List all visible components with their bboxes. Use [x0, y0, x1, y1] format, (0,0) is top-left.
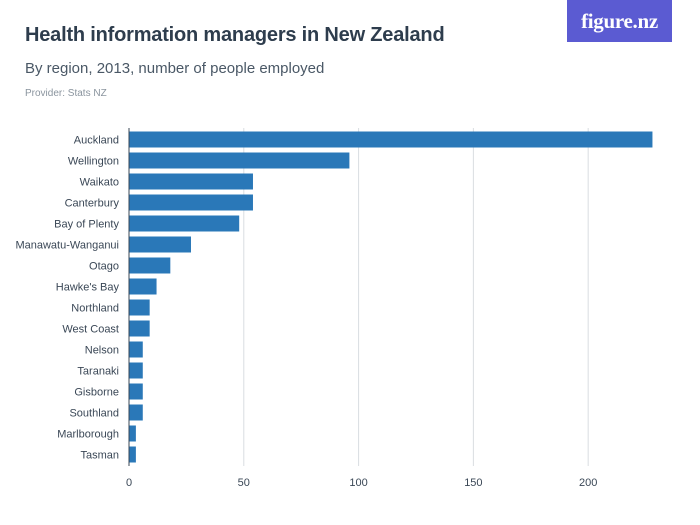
- category-label: Taranaki: [77, 366, 119, 378]
- data-provider: Provider: Stats NZ: [25, 88, 107, 99]
- category-labels: Auckland Wellington Waikato Canterbury Bay o…: [15, 135, 119, 462]
- grid-lines: [243, 128, 589, 466]
- bar[interactable]: [129, 299, 150, 316]
- bar[interactable]: [129, 446, 136, 463]
- bar[interactable]: [129, 362, 143, 379]
- x-tick-label: 50: [238, 477, 250, 489]
- bar[interactable]: [129, 404, 143, 421]
- category-label: Marlborough: [57, 429, 119, 441]
- x-tick-label: 100: [349, 477, 367, 489]
- x-tick-label: 0: [126, 477, 132, 489]
- category-label: West Coast: [62, 324, 119, 336]
- bar[interactable]: [129, 194, 253, 211]
- figure-nz-logo[interactable]: figure.nz: [567, 0, 672, 42]
- bars: [129, 131, 653, 463]
- bar[interactable]: [129, 320, 150, 337]
- category-label: Wellington: [68, 156, 119, 168]
- bar[interactable]: [129, 278, 157, 295]
- chart-subtitle: By region, 2013, number of people employ…: [25, 60, 325, 77]
- bar[interactable]: [129, 173, 253, 190]
- bar[interactable]: [129, 341, 143, 358]
- x-axis-ticks: 0 50 100 150 200: [126, 477, 597, 489]
- chart-title: Health information managers in New Zeala…: [25, 24, 445, 46]
- bar[interactable]: [129, 152, 350, 169]
- category-label: Tasman: [80, 450, 119, 462]
- category-label: Manawatu-Wanganui: [15, 240, 119, 252]
- category-label: Northland: [71, 303, 119, 315]
- bar[interactable]: [129, 215, 240, 232]
- category-label: Hawke's Bay: [56, 282, 120, 294]
- bar[interactable]: [129, 236, 191, 253]
- x-tick-label: 200: [579, 477, 597, 489]
- x-tick-label: 150: [464, 477, 482, 489]
- category-label: Waikato: [80, 177, 119, 189]
- bar[interactable]: [129, 383, 143, 400]
- bar[interactable]: [129, 257, 171, 274]
- category-label: Otago: [89, 261, 119, 273]
- category-label: Canterbury: [65, 198, 120, 210]
- category-label: Southland: [69, 408, 119, 420]
- category-label: Gisborne: [74, 387, 119, 399]
- category-label: Nelson: [85, 345, 119, 357]
- bar[interactable]: [129, 131, 653, 148]
- category-label: Bay of Plenty: [54, 219, 119, 231]
- category-label: Auckland: [74, 135, 119, 147]
- bar[interactable]: [129, 425, 136, 442]
